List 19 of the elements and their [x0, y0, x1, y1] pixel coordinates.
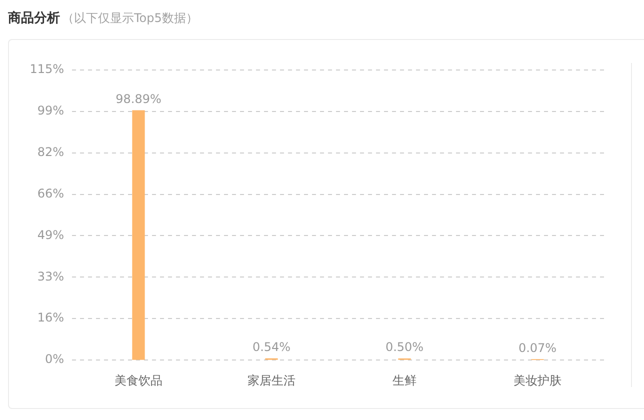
data-label: 0.50% — [385, 340, 424, 354]
y-tick-label: 115% — [30, 62, 64, 76]
x-tick-label: 美食饮品 — [114, 373, 162, 388]
y-tick-label: 0% — [44, 352, 64, 366]
data-label: 98.89% — [116, 92, 162, 106]
y-tick-label: 49% — [37, 228, 64, 242]
x-tick-label: 生鲜 — [392, 373, 416, 388]
y-tick-label: 16% — [37, 310, 64, 325]
chart-title: 商品分析 — [8, 11, 60, 26]
y-tick-label: 82% — [37, 144, 64, 159]
y-tick-label: 66% — [37, 186, 64, 200]
y-tick-label: 33% — [37, 269, 64, 284]
data-label: 0.07% — [518, 340, 557, 355]
bar — [132, 110, 145, 360]
y-tick-label: 99% — [37, 104, 64, 118]
data-label: 0.54% — [252, 340, 291, 354]
chart-subtitle: （以下仅显示Top5数据） — [62, 11, 198, 25]
x-tick-label: 家居生活 — [248, 373, 296, 388]
x-tick-label: 美妆护肤 — [514, 373, 562, 388]
